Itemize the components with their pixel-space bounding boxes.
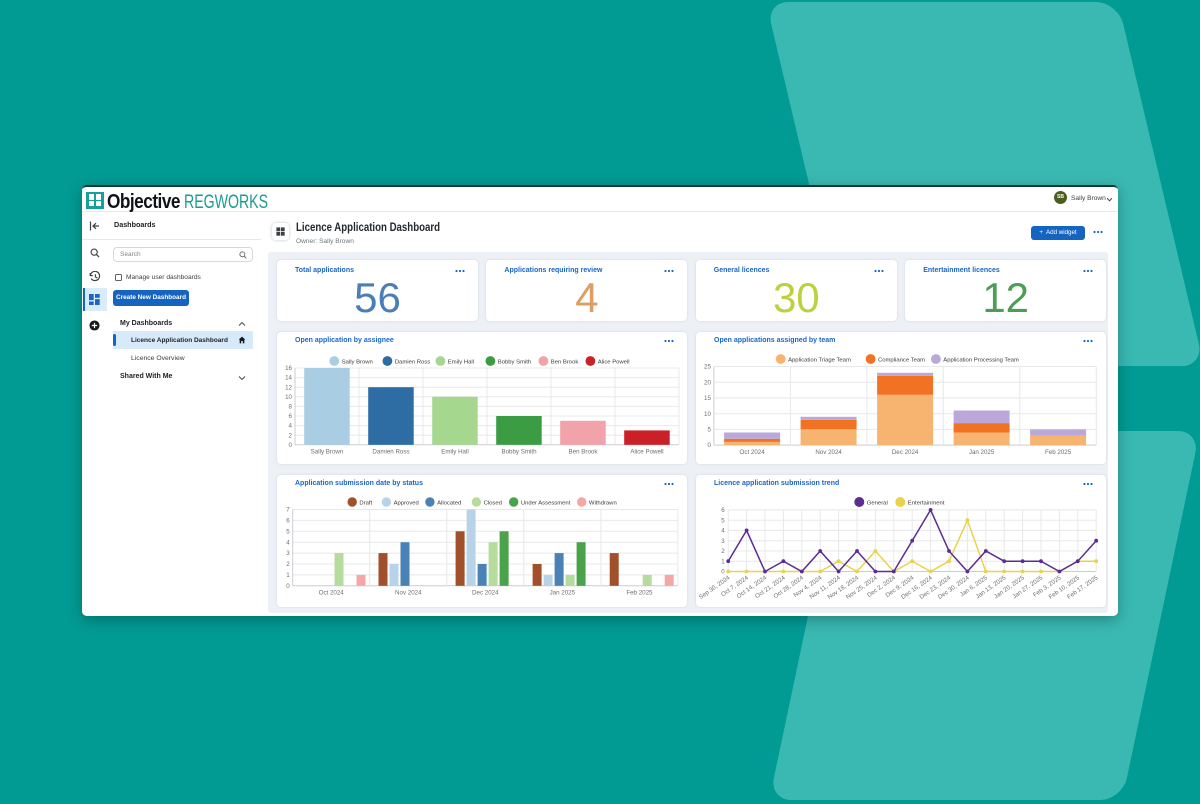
svg-text:Jan 2025: Jan 2025 (550, 589, 576, 596)
svg-text:Alice Powell: Alice Powell (630, 448, 663, 455)
svg-text:Alice Powell: Alice Powell (598, 359, 630, 365)
svg-text:Bobby Smith: Bobby Smith (498, 359, 531, 365)
svg-text:Emily Hall: Emily Hall (448, 359, 474, 365)
svg-text:Damien Ross: Damien Ross (372, 448, 409, 455)
svg-text:Damien Ross: Damien Ross (395, 359, 430, 365)
svg-text:Dec 2024: Dec 2024 (472, 589, 499, 596)
svg-text:2: 2 (721, 548, 725, 555)
svg-text:15: 15 (704, 395, 711, 402)
svg-text:5: 5 (286, 528, 290, 535)
svg-text:Ben Brook: Ben Brook (551, 359, 579, 365)
svg-text:Approved: Approved (394, 500, 419, 506)
svg-text:25: 25 (704, 363, 711, 370)
svg-text:6: 6 (286, 517, 290, 524)
svg-text:Entertainment: Entertainment (908, 500, 945, 506)
svg-text:Nov 2024: Nov 2024 (815, 449, 842, 456)
svg-text:Compliance Team: Compliance Team (878, 357, 925, 363)
svg-text:Jan 2025: Jan 2025 (969, 449, 995, 456)
svg-text:12: 12 (285, 384, 292, 391)
svg-text:Dec 2024: Dec 2024 (892, 449, 919, 456)
svg-text:4: 4 (286, 539, 290, 546)
svg-text:Sally Brown: Sally Brown (342, 359, 373, 365)
svg-text:Withdrawn: Withdrawn (589, 500, 617, 506)
svg-text:Closed: Closed (484, 500, 502, 506)
svg-text:14: 14 (285, 374, 292, 381)
svg-text:Bobby Smith: Bobby Smith (501, 448, 537, 455)
svg-text:Oct 2024: Oct 2024 (740, 449, 766, 456)
svg-text:0: 0 (707, 442, 711, 449)
svg-text:Sally Brown: Sally Brown (311, 448, 344, 455)
svg-text:Application Processing Team: Application Processing Team (943, 357, 1019, 363)
svg-text:Allocated: Allocated (437, 500, 461, 506)
svg-text:Feb 2025: Feb 2025 (1045, 449, 1072, 456)
svg-text:Feb 2025: Feb 2025 (626, 589, 653, 596)
svg-text:1: 1 (286, 572, 290, 579)
svg-text:10: 10 (704, 411, 711, 418)
svg-text:Application Triage Team: Application Triage Team (788, 357, 851, 363)
svg-text:0: 0 (721, 568, 725, 575)
svg-text:Ben Brook: Ben Brook (569, 448, 599, 455)
svg-text:Emily Hall: Emily Hall (441, 448, 469, 455)
svg-text:Draft: Draft (359, 500, 372, 506)
svg-text:Under Assessment: Under Assessment (521, 500, 571, 506)
svg-text:6: 6 (721, 507, 725, 514)
svg-text:5: 5 (707, 426, 711, 433)
svg-text:Oct 2024: Oct 2024 (319, 589, 345, 596)
svg-text:General: General (867, 500, 888, 506)
svg-text:16: 16 (285, 365, 292, 372)
svg-text:0: 0 (286, 583, 290, 590)
svg-text:6: 6 (289, 413, 293, 420)
svg-text:2: 2 (286, 561, 290, 568)
svg-text:5: 5 (721, 517, 725, 524)
svg-text:8: 8 (289, 403, 293, 410)
svg-text:10: 10 (285, 394, 292, 401)
svg-text:4: 4 (721, 527, 725, 534)
svg-text:4: 4 (289, 422, 293, 429)
svg-text:2: 2 (289, 432, 293, 439)
svg-text:1: 1 (721, 558, 725, 565)
svg-text:7: 7 (286, 506, 290, 513)
svg-text:3: 3 (721, 538, 725, 545)
svg-text:20: 20 (704, 379, 711, 386)
svg-text:3: 3 (286, 550, 290, 557)
svg-text:0: 0 (289, 442, 293, 449)
svg-text:Nov 2024: Nov 2024 (395, 589, 422, 596)
